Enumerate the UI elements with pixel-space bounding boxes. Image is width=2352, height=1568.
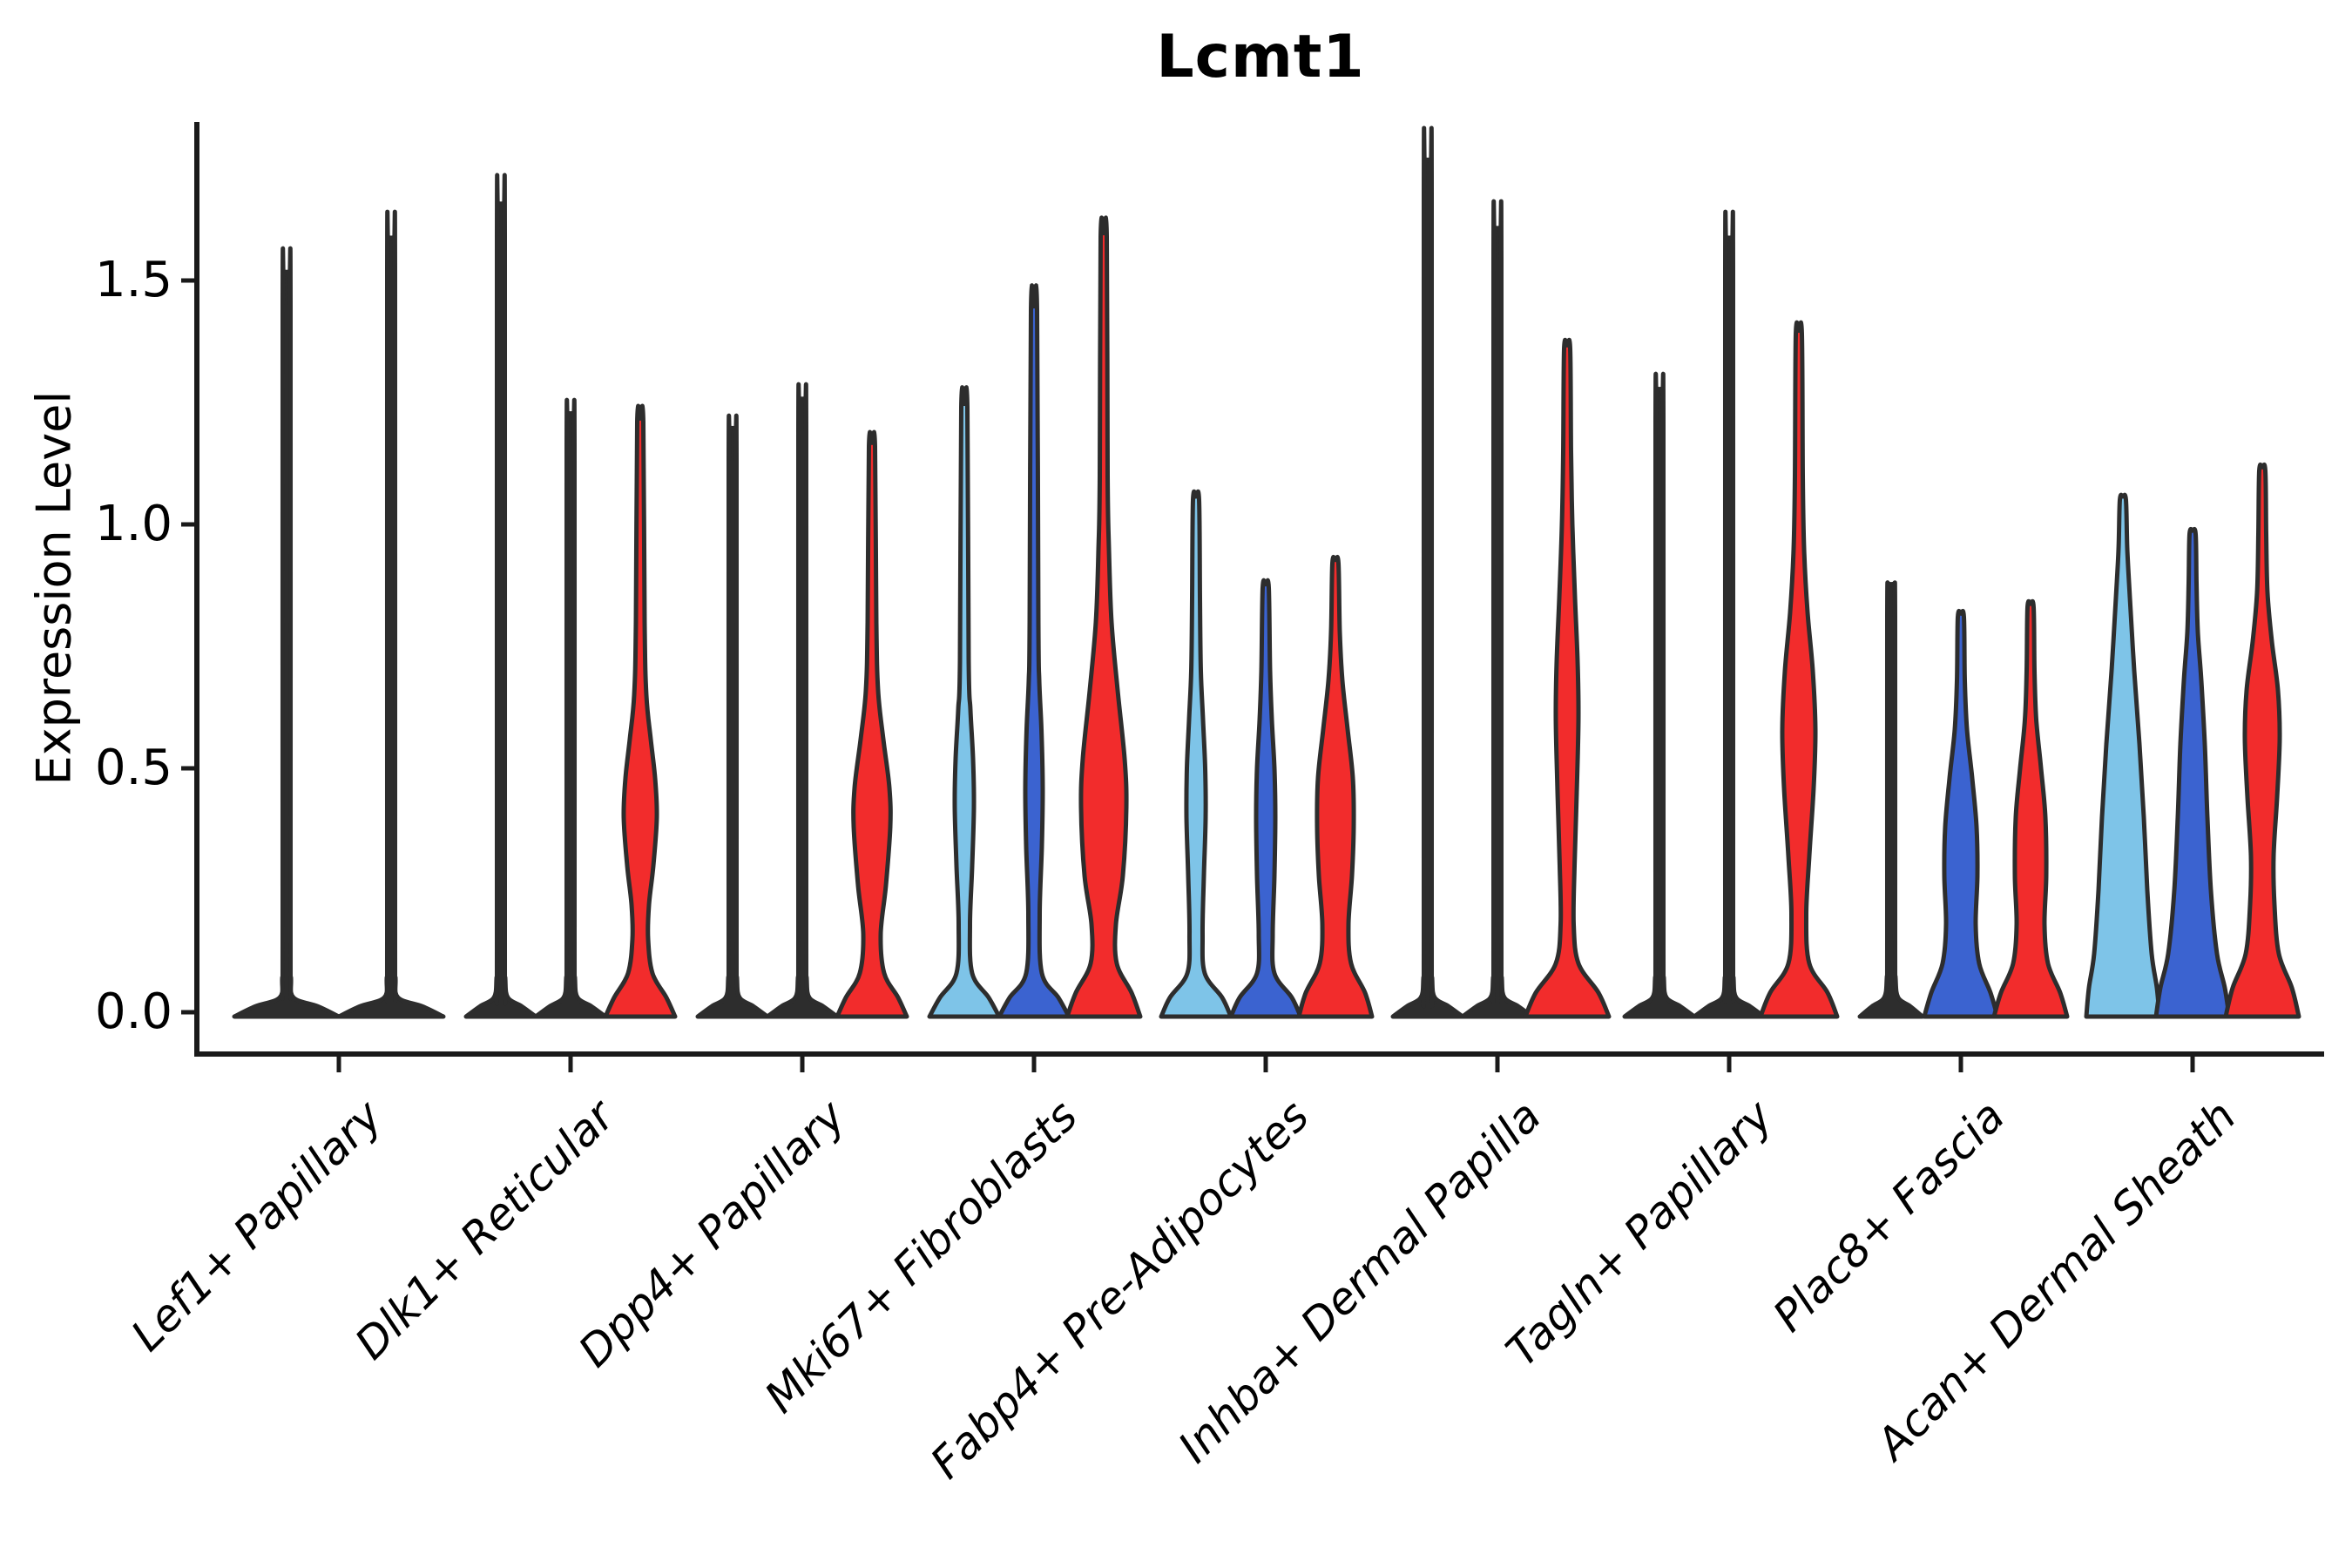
violin-6-split3 [1523,337,1612,1019]
violin-7-split2 [1692,209,1767,1019]
violin-4-split1 [927,385,1002,1019]
violin-8-split1 [1857,580,1925,1019]
violin-9-split1 [2084,492,2162,1019]
violin-2-split3 [603,403,678,1019]
violin-6-split2 [1460,199,1535,1019]
y-tick-label: 1.0 [94,496,172,552]
violin-3-split3 [835,429,909,1019]
violin-3-split2 [765,382,840,1019]
violin-5-split2 [1228,578,1303,1019]
chart-title: Lcmt1 [1156,23,1365,91]
violin-3-split1 [695,413,770,1019]
violin-9-split2 [2153,526,2232,1019]
violin-5-split1 [1159,489,1233,1019]
y-tick-label: 0.0 [94,983,172,1040]
violin-5-split3 [1296,555,1375,1019]
violin-7-split1 [1622,371,1697,1019]
violin-2-split2 [533,397,608,1019]
y-tick-label: 0.5 [94,740,172,796]
y-axis-label: Expression Level [26,390,82,786]
violin-4-split3 [1064,215,1143,1019]
violin-7-split3 [1758,320,1840,1019]
violin-2-split1 [463,172,538,1019]
violin-1-split2 [336,209,446,1019]
violin-8-split2 [1922,609,2000,1019]
violin-8-split3 [1991,598,2070,1019]
y-tick-label: 1.5 [94,252,172,308]
violin-6-split1 [1390,125,1465,1019]
violin-1-split1 [232,246,341,1019]
violin-4-split2 [997,283,1071,1019]
violin-9-split3 [2223,463,2301,1019]
